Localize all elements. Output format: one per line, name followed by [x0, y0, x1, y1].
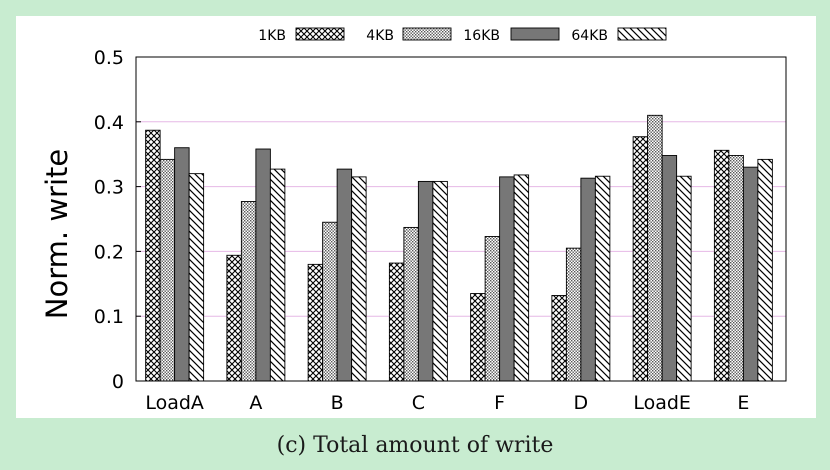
x-tick-label: B [331, 392, 344, 414]
figure-caption: (c) Total amount of write [276, 433, 554, 458]
x-tick-label: E [737, 392, 749, 414]
bar-loada-16kb [174, 147, 190, 382]
x-axis-ticks: LoadA A B C F D LoadE E [145, 392, 749, 414]
legend-swatch-1kb [295, 27, 345, 41]
x-tick-label: LoadA [145, 392, 204, 414]
y-axis-label: Norm. write [40, 149, 74, 319]
bar-e-64kb [757, 158, 773, 382]
y-tick-label: 0.2 [94, 241, 124, 263]
bar-d-16kb [580, 177, 596, 382]
figure-panel: 0 0.1 0.2 0.3 0.4 0.5 LoadA A B C F D LoadE E 1KB 4KB… [16, 16, 816, 418]
bar-loade-16kb [661, 155, 678, 382]
x-tick-label: D [574, 392, 589, 414]
bar-c-4kb [403, 226, 419, 382]
bar-c-64kb [432, 180, 448, 382]
x-tick-label: F [494, 392, 505, 414]
legend-label-64kb: 64KB [571, 28, 608, 44]
legend-label-1kb: 1KB [258, 28, 286, 44]
bar-f-4kb [484, 236, 501, 382]
legend-label-4kb: 4KB [366, 28, 394, 44]
y-tick-label: 0.1 [94, 306, 124, 328]
x-tick-label: A [249, 392, 262, 414]
bar-a-16kb [255, 148, 271, 382]
bar-e-1kb [713, 149, 730, 382]
legend-label-16kb: 16KB [463, 28, 500, 44]
y-tick-label: 0 [112, 371, 124, 393]
bar-loade-1kb [632, 136, 649, 382]
bar-f-64kb [513, 174, 530, 382]
bar-d-4kb [565, 247, 582, 382]
legend-swatch-64kb [617, 27, 667, 41]
bar-d-1kb [551, 295, 567, 382]
bar-loada-1kb [145, 129, 161, 382]
bar-d-64kb [594, 175, 611, 382]
bar-c-16kb [417, 180, 434, 382]
y-tick-label: 0.5 [94, 47, 124, 69]
bar-a-64kb [269, 168, 286, 382]
bar-e-4kb [728, 155, 744, 382]
bar-b-1kb [307, 263, 324, 382]
y-axis-ticks: 0 0.1 0.2 0.3 0.4 0.5 [94, 47, 141, 393]
bar-f-16kb [499, 176, 515, 382]
legend-swatch-16kb [510, 27, 560, 41]
bar-f-1kb [470, 293, 486, 382]
bar-a-4kb [240, 201, 257, 382]
bars [145, 114, 773, 382]
x-tick-label: LoadE [633, 392, 691, 414]
bar-b-4kb [322, 221, 338, 382]
bar-loada-64kb [188, 173, 205, 382]
bar-e-16kb [742, 166, 759, 382]
bar-b-64kb [351, 176, 367, 382]
bar-loade-64kb [676, 175, 692, 382]
bar-b-16kb [336, 168, 353, 382]
y-tick-label: 0.3 [94, 177, 124, 199]
plot-frame [135, 56, 787, 382]
legend: 1KB 4KB 16KB 64KB [258, 27, 667, 44]
bar-a-1kb [226, 254, 242, 382]
bar-loade-4kb [647, 114, 663, 382]
y-tick-label: 0.4 [94, 112, 124, 134]
bar-loada-4kb [159, 158, 176, 382]
legend-swatch-4kb [402, 27, 452, 41]
bar-c-1kb [388, 262, 405, 382]
x-tick-label: C [412, 392, 425, 414]
bar-chart: 0 0.1 0.2 0.3 0.4 0.5 LoadA A B C F D LoadE E 1KB 4KB… [40, 27, 787, 414]
